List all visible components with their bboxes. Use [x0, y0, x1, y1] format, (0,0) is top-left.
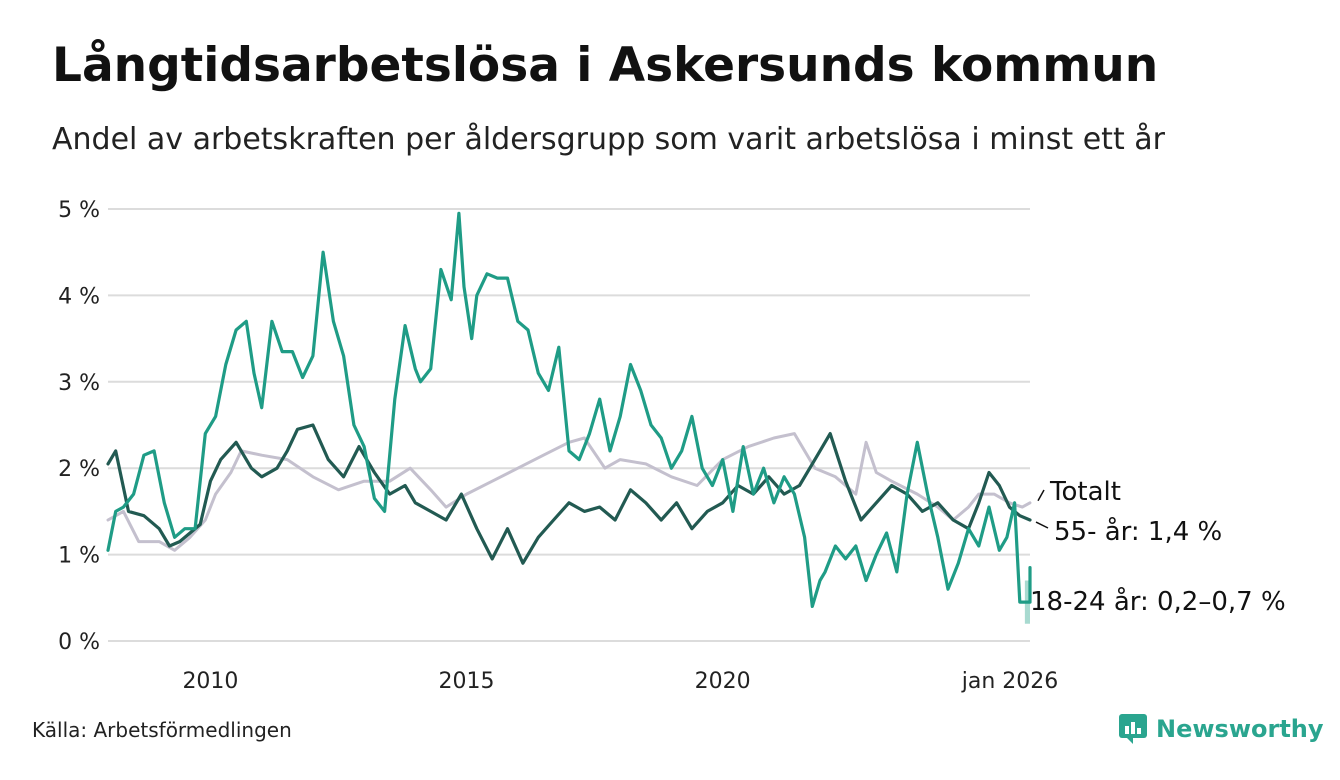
line-totalt	[106, 432, 1032, 552]
y-tick-label: 1 %	[58, 544, 100, 569]
y-tick-label: 5 %	[58, 198, 100, 223]
label-totalt: Totalt	[1049, 477, 1121, 507]
series-lines	[106, 211, 1032, 608]
gridlines	[108, 208, 1030, 642]
y-tick-label: 2 %	[58, 457, 100, 482]
x-tick-label: jan 2026	[961, 669, 1059, 694]
y-tick-label: 3 %	[58, 371, 100, 396]
newsworthy-logo-icon	[1119, 714, 1147, 744]
brand-name: Newsworthy	[1156, 715, 1324, 743]
y-tick-label: 4 %	[58, 284, 100, 309]
x-axis: 2010 2015 2020 jan 2026	[182, 669, 1058, 694]
x-tick-label: 2015	[439, 669, 495, 694]
page-title: Långtidsarbetslösa i Askersunds kommun	[52, 38, 1159, 93]
line-55-plus	[106, 423, 1032, 565]
label-18-24: 18-24 år: 0,2–0,7 %	[1030, 586, 1286, 617]
brand-logo: Newsworthy	[1118, 712, 1324, 746]
y-axis: 0 % 1 % 2 % 3 % 4 % 5 %	[58, 198, 100, 655]
leader-line	[1035, 521, 1049, 529]
leader-line	[1037, 489, 1045, 502]
series-labels: Totalt 55- år: 1,4 % 18-24 år: 0,2–0,7 %	[1030, 477, 1286, 617]
source-note: Källa: Arbetsförmedlingen	[32, 718, 292, 742]
x-tick-label: 2020	[695, 669, 751, 694]
x-tick-label: 2010	[182, 669, 238, 694]
label-55-plus: 55- år: 1,4 %	[1054, 516, 1222, 547]
line-chart: 0 %1 %2 %3 %4 %5 % 2010 2015 2020 jan 2026 …	[58, 198, 1286, 694]
line-18-24	[106, 211, 1032, 608]
y-tick-label: 0 %	[58, 630, 100, 655]
page-subtitle: Andel av arbetskraften per åldersgrupp s…	[52, 122, 1165, 157]
